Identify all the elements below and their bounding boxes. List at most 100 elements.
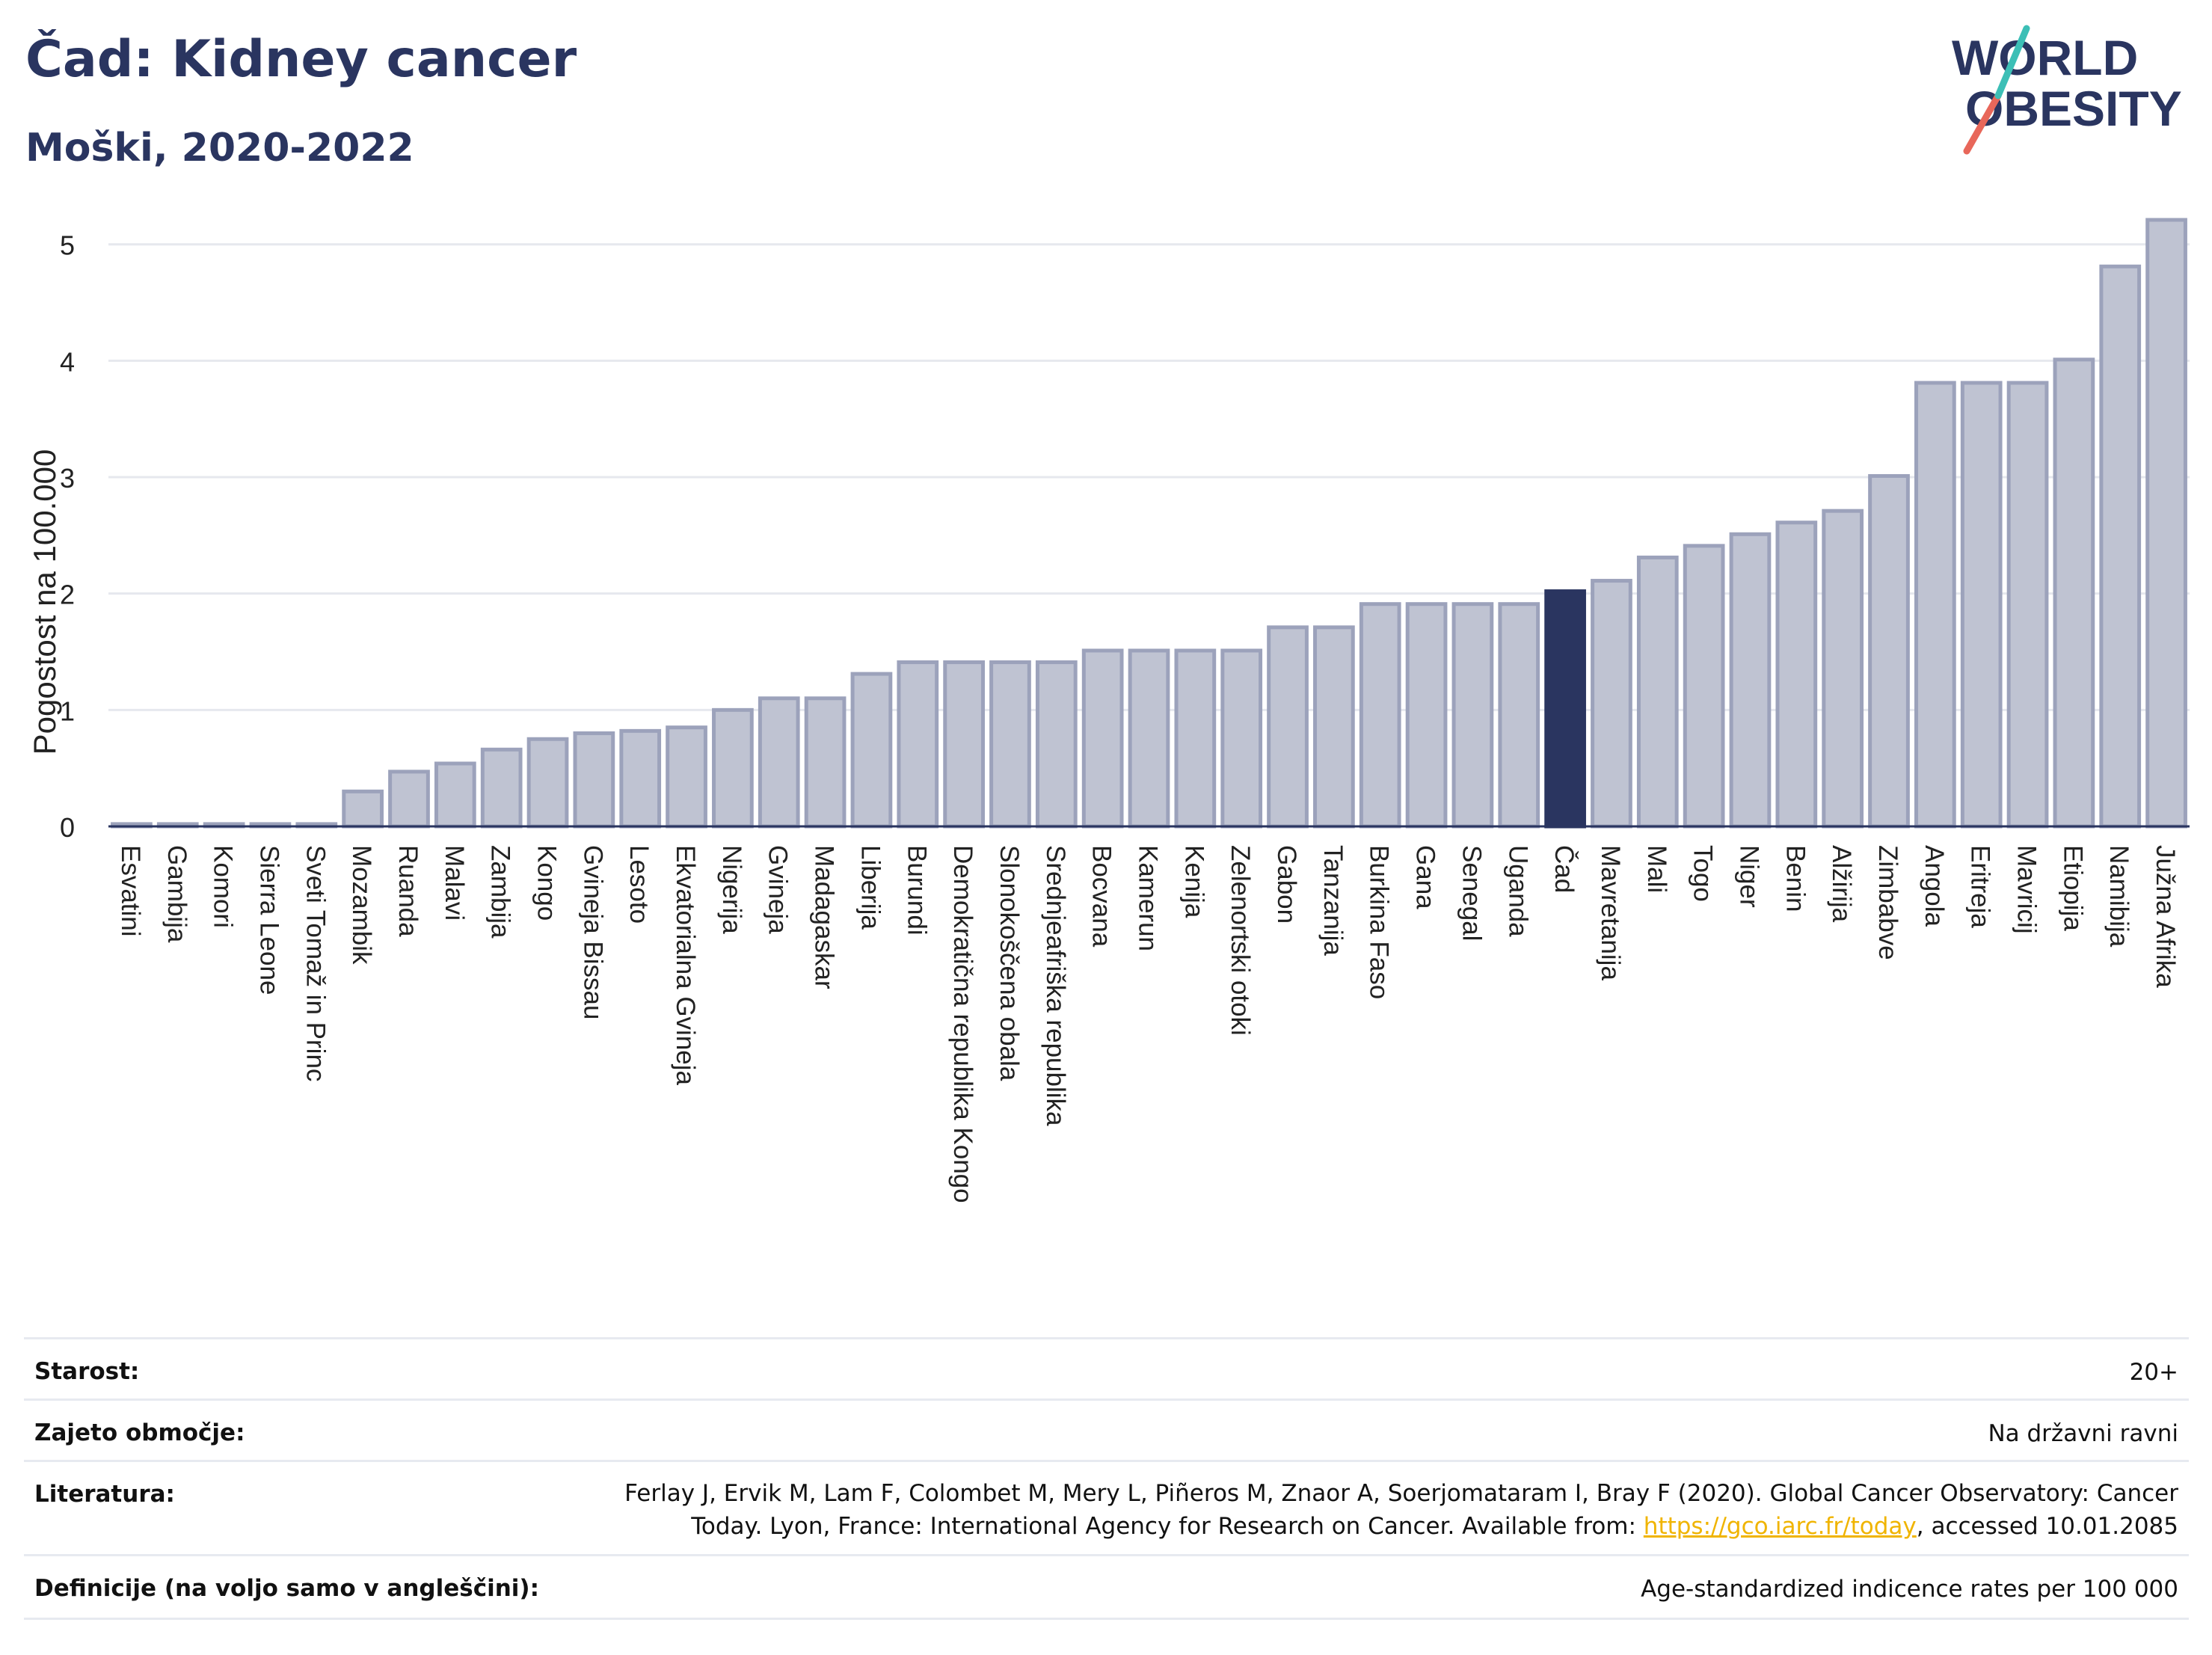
bar[interactable] [342, 789, 384, 829]
meta-def-label: Definicije (na voljo samo v angleščini): [34, 1575, 539, 1602]
meta-lit-value: Ferlay J, Ervik M, Lam F, Colombet M, Me… [624, 1477, 2178, 1543]
bar[interactable] [2053, 357, 2095, 829]
meta-lit-link[interactable]: https://gco.iarc.fr/today [1643, 1513, 1917, 1540]
y-tick-label: 4 [60, 346, 75, 377]
y-tick-label: 5 [60, 230, 75, 261]
x-tick-label: Alžirija [1827, 845, 1856, 923]
bar[interactable] [526, 737, 569, 829]
x-tick-label: Madagaskar [810, 845, 839, 989]
x-tick-label: Južna Afrika [2151, 845, 2180, 988]
bar[interactable] [1591, 579, 1632, 829]
bar[interactable] [1267, 625, 1309, 829]
x-tick-label: Ekvatorialna Gvineja [671, 845, 700, 1086]
bar[interactable] [434, 761, 476, 829]
bar[interactable] [1636, 555, 1679, 829]
x-tick-label: Slonokoščena obala [995, 845, 1024, 1081]
meta-row-age: Starost: 20+ [24, 1337, 2189, 1401]
bar[interactable] [1498, 602, 1540, 829]
meta-row-literature: Literatura: Ferlay J, Ervik M, Lam F, Co… [24, 1460, 2189, 1556]
bar[interactable] [1220, 648, 1263, 829]
bar[interactable] [1405, 602, 1448, 829]
bar-chart: 0 1 2 3 4 5 Esvatini Gambija Komori Sierra Leone S… [27, 218, 2190, 1203]
meta-lit-line2-post: , accessed 10.01.2085 [1916, 1513, 2178, 1540]
y-tick-label: 3 [60, 463, 75, 494]
x-tick-label: Mavricij [2012, 845, 2042, 934]
x-tick-label: Mavretanija [1596, 845, 1625, 980]
bar[interactable] [666, 725, 707, 829]
bar[interactable] [758, 696, 800, 829]
bar[interactable] [712, 707, 754, 829]
bar[interactable] [1081, 648, 1124, 829]
meta-def-value: Age-standardized indicence rates per 100… [1641, 1576, 2178, 1603]
bar[interactable] [619, 728, 662, 829]
bar[interactable] [804, 696, 847, 829]
meta-row-area: Zajeto območje: Na državni ravni [24, 1398, 2189, 1462]
x-tick-label: Esvatini [116, 845, 145, 937]
bar-highlight[interactable] [1544, 589, 1586, 829]
x-tick-label: Tanzanija [1318, 845, 1348, 956]
bar[interactable] [1960, 381, 2003, 829]
bar[interactable] [1729, 532, 1772, 829]
bar[interactable] [388, 770, 430, 829]
bar[interactable] [2099, 264, 2142, 829]
bar[interactable] [2145, 218, 2187, 829]
x-tick-label: Uganda [1503, 845, 1532, 937]
x-tick-label: Demokratična republika Kongo [948, 845, 977, 1203]
x-tick-label: Zambija [486, 845, 515, 939]
x-tick-label: Kenija [1179, 845, 1208, 918]
logo-slash-coral [1963, 92, 2002, 155]
bar[interactable] [1174, 648, 1217, 829]
chart-subtitle: Moški, 2020-2022 [25, 126, 414, 171]
x-tick-label: Togo [1689, 845, 1718, 902]
x-tick-label: Nigerija [717, 845, 746, 934]
x-tick-label: Bocvana [1087, 845, 1116, 948]
x-tick-label: Komori [209, 845, 238, 928]
x-tick-label: Lesoto [624, 845, 654, 924]
x-tick-label: Sveti Tomaž in Princ [301, 845, 330, 1081]
x-tick-label: Čad [1549, 845, 1579, 893]
x-tick-label: Burundi [902, 845, 931, 936]
bar[interactable] [989, 660, 1031, 829]
y-tick-label: 1 [60, 696, 75, 726]
bar[interactable] [1451, 602, 1494, 829]
chart-title: Čad: Kidney cancer [25, 30, 577, 89]
bar[interactable] [2006, 381, 2049, 829]
y-tick-label: 2 [60, 580, 75, 610]
x-tick-label: Mozambik [347, 845, 376, 965]
x-tick-label: Gvineja [764, 845, 793, 934]
x-tick-label: Kamerun [1134, 845, 1163, 951]
meta-area-value: Na državni ravni [1988, 1420, 2178, 1447]
x-tick-label: Gambija [162, 845, 191, 943]
bar[interactable] [1822, 509, 1864, 829]
x-tick-label: Mali [1642, 845, 1671, 893]
x-tick-label: Angola [1920, 845, 1949, 927]
bar[interactable] [1914, 381, 1956, 829]
meta-lit-label: Literatura: [34, 1481, 175, 1508]
bar[interactable] [1313, 625, 1355, 829]
bar[interactable] [1128, 648, 1170, 829]
bar[interactable] [1683, 544, 1725, 829]
x-tick-label: Sierra Leone [254, 845, 283, 995]
bar[interactable] [1359, 602, 1401, 829]
meta-lit-line2-pre: Today. Lyon, France: International Agenc… [691, 1513, 1644, 1540]
bar[interactable] [480, 747, 523, 829]
meta-lit-line2: Today. Lyon, France: International Agenc… [624, 1510, 2178, 1543]
x-tick-label: Zimbabve [1873, 845, 1902, 960]
bar[interactable] [850, 672, 893, 829]
bar[interactable] [573, 731, 615, 829]
x-tick-label: Gana [1411, 845, 1440, 909]
bar[interactable] [1775, 521, 1818, 829]
bar[interactable] [943, 660, 985, 829]
x-tick-label: Gabon [1272, 845, 1301, 924]
x-tick-label: Benin [1781, 845, 1810, 912]
x-tick-label: Senegal [1457, 845, 1486, 941]
x-tick-label: Liberija [855, 845, 885, 930]
bar[interactable] [897, 660, 939, 829]
world-obesity-logo: WORLD OBESITY [1952, 25, 2182, 155]
x-tick-label: Zelenortski otoki [1226, 845, 1255, 1036]
bar[interactable] [1035, 660, 1078, 829]
tick-labels: 0 1 2 3 4 5 Esvatini Gambija Komori Sierra Leone S… [60, 230, 2180, 1203]
meta-row-definitions: Definicije (na voljo samo v angleščini):… [24, 1554, 2189, 1620]
bar[interactable] [1868, 473, 1910, 829]
meta-age-label: Starost: [34, 1358, 140, 1385]
